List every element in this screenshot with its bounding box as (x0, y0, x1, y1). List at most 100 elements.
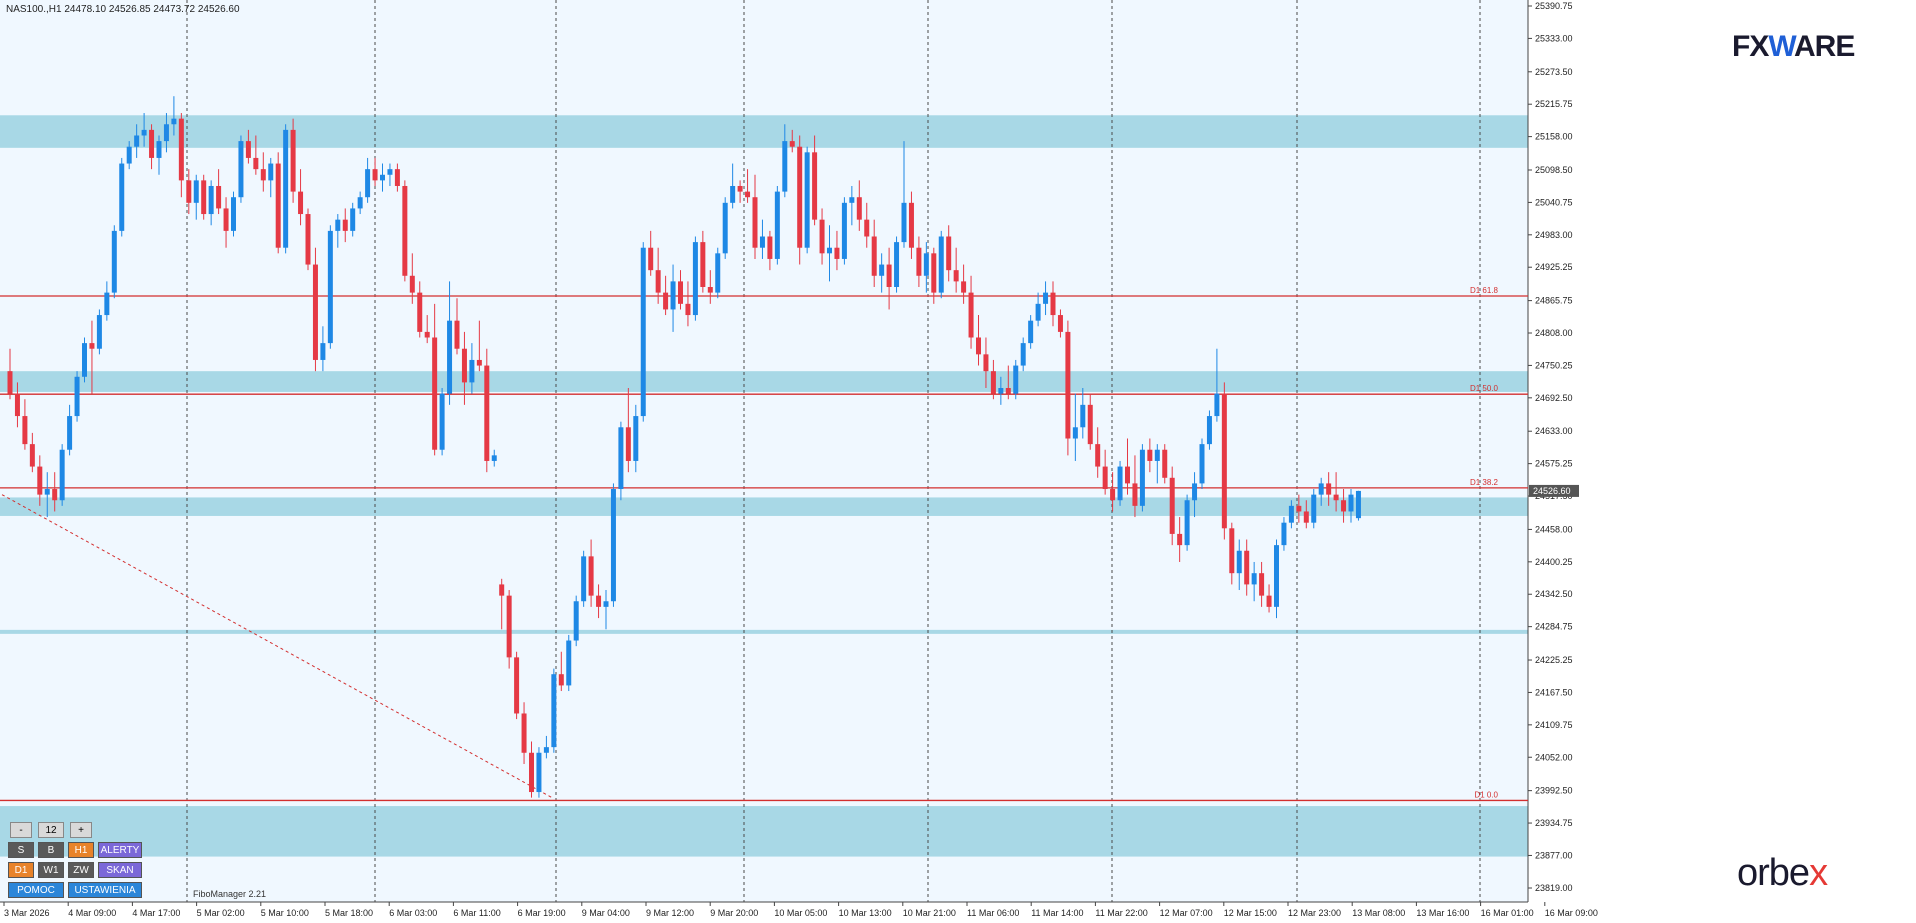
candle-body (476, 359, 482, 366)
x-tick-label: 13 Mar 16:00 (1416, 908, 1469, 918)
candle-body (82, 343, 87, 377)
b-button[interactable]: B (38, 842, 64, 858)
candle-body (789, 141, 795, 147)
trend-line (1, 494, 553, 799)
candle-body (514, 657, 520, 714)
candle-body (543, 747, 549, 753)
y-tick-label: 25333.00 (1535, 33, 1573, 43)
candle-body (983, 354, 989, 372)
candle-body (1244, 550, 1250, 585)
candle-body (186, 180, 192, 203)
ustawienia-button[interactable]: USTAWIENIA (68, 882, 142, 898)
sr-zone (0, 115, 1528, 148)
candle-body (365, 169, 371, 198)
candle-body (7, 371, 13, 394)
candle-body (29, 444, 35, 467)
candle-body (156, 141, 162, 158)
candle-body (640, 247, 646, 417)
candle-body (1266, 595, 1272, 607)
candle-body (491, 455, 497, 461)
candle-body (745, 191, 751, 198)
h1-button[interactable]: H1 (68, 842, 94, 858)
x-tick-label: 16 Mar 01:00 (1481, 908, 1534, 918)
candle-body (804, 152, 810, 248)
x-tick-label: 6 Mar 03:00 (389, 908, 437, 918)
candle-body (238, 141, 244, 198)
candle-body (216, 185, 222, 209)
candle-body (990, 371, 996, 394)
period-value[interactable]: 12 (38, 822, 64, 838)
candle-body (1296, 505, 1302, 512)
candle-body (1065, 331, 1071, 439)
candle-body (1348, 494, 1354, 512)
candle-body (737, 185, 743, 192)
candle-body (678, 281, 683, 304)
candle-body (849, 197, 855, 203)
price-axis-panel (1528, 0, 1916, 923)
fxware-logo: FXWARE (1732, 30, 1855, 63)
candle-body (618, 427, 624, 490)
candle-body (901, 202, 907, 243)
indicator-name: FiboManager 2.21 (193, 889, 267, 899)
candle-body (670, 281, 676, 310)
y-tick-label: 24052.00 (1535, 752, 1573, 762)
candle-body (603, 601, 609, 607)
pomoc-button[interactable]: POMOC (8, 882, 64, 898)
candle-body (231, 197, 236, 231)
y-tick-label: 24167.50 (1535, 687, 1573, 697)
candle-body (298, 191, 304, 215)
alerty-button[interactable]: ALERTY (98, 842, 142, 858)
x-tick-label: 9 Mar 20:00 (710, 908, 758, 918)
x-tick-label: 10 Mar 13:00 (839, 908, 892, 918)
candle-body (208, 185, 214, 215)
zw-button[interactable]: ZW (68, 862, 94, 878)
s-button[interactable]: S (8, 842, 34, 858)
candle-body (655, 270, 661, 293)
skan-button[interactable]: SKAN (98, 862, 142, 878)
candle-body (715, 253, 721, 293)
candle-body (774, 191, 780, 259)
y-tick-label: 24458.00 (1535, 524, 1573, 534)
candle-body (1311, 494, 1317, 523)
candle-body (52, 489, 58, 501)
candle-body (521, 713, 527, 753)
y-tick-label: 25390.75 (1535, 1, 1573, 11)
candle-body (812, 152, 818, 220)
candle-body (1162, 449, 1168, 478)
candle-body (432, 337, 438, 450)
d1-button[interactable]: D1 (8, 862, 34, 878)
decrease-button[interactable]: - (10, 822, 32, 838)
candle-body (953, 270, 959, 282)
candle-body (342, 219, 348, 231)
plot-area (0, 0, 1528, 902)
candle-body (96, 315, 102, 349)
candle-body (1102, 466, 1108, 490)
candle-body (484, 365, 490, 461)
w1-button[interactable]: W1 (38, 862, 64, 878)
candle-body (499, 584, 505, 596)
candle-body (566, 640, 572, 686)
candle-body (1154, 449, 1160, 461)
candle-body (372, 169, 378, 181)
candle-body (968, 292, 974, 338)
candle-body (1035, 303, 1041, 321)
candle-body (171, 118, 177, 125)
candle-body (1057, 315, 1063, 332)
candle-body (976, 337, 981, 355)
x-tick-label: 10 Mar 21:00 (903, 908, 956, 918)
candle-body (14, 393, 20, 417)
x-tick-label: 12 Mar 07:00 (1160, 908, 1213, 918)
candle-body (529, 752, 534, 793)
increase-button[interactable]: + (70, 822, 92, 838)
candle-body (305, 214, 311, 265)
y-tick-label: 24342.50 (1535, 589, 1573, 599)
candle-body (1177, 533, 1183, 546)
candle-body (1221, 393, 1227, 529)
candle-body (1333, 494, 1339, 501)
x-tick-label: 11 Mar 06:00 (967, 908, 1019, 918)
candle-body (1147, 449, 1153, 461)
y-tick-label: 24983.00 (1535, 230, 1573, 240)
candle-body (722, 202, 728, 254)
